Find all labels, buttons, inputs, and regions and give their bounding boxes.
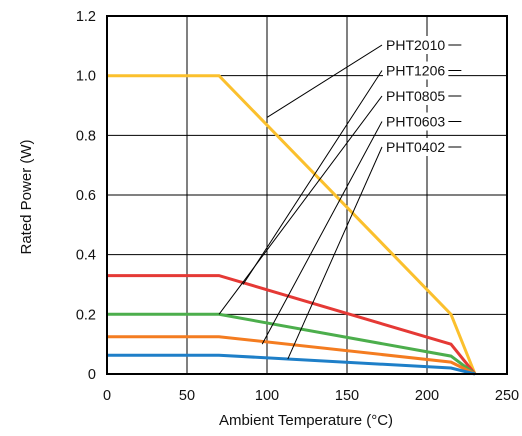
series-lines [107, 74, 477, 376]
x-tick-label: 50 [179, 388, 195, 404]
callout-leaders [218, 44, 462, 360]
callout-leader-pht0603 [261, 121, 383, 345]
callout-label-pht0805: PHT0805 [386, 88, 445, 104]
callout-leader-pht1206 [242, 70, 383, 285]
x-tick-label: 100 [255, 388, 279, 404]
callout-leader-pht0402 [287, 146, 383, 360]
callout-label-pht1206: PHT1206 [386, 63, 445, 79]
callout-label-pht0603: PHT0603 [386, 114, 445, 130]
callout-leader-pht2010 [266, 44, 383, 118]
callout-label-bg [383, 138, 449, 156]
y-tick-label: 1.2 [76, 9, 96, 25]
x-tick-label: 150 [335, 388, 359, 404]
callout-label-bg [383, 36, 449, 54]
x-tick-label: 0 [103, 388, 111, 404]
callout-label-bg [383, 112, 449, 131]
x-axis-title: Ambient Temperature (°C) [219, 412, 393, 429]
y-axis-title: Rated Power (W) [18, 139, 35, 254]
y-tick-label: 0.6 [76, 188, 96, 204]
callout-label-pht0402: PHT0402 [386, 139, 445, 155]
callout-label-bg [383, 61, 449, 80]
x-tick-labels: 0 50 100 150 200 250 [103, 388, 519, 404]
y-tick-labels: 0 0.2 0.4 0.6 0.8 1.0 1.2 [76, 9, 96, 383]
series-line-pht1206 [107, 274, 477, 375]
y-tick-label: 0.8 [76, 128, 96, 144]
callout-label-pht2010: PHT2010 [386, 37, 445, 53]
callout-labels: PHT2010 PHT1206 PHT0805 PHT0603 PHT0402 [383, 36, 449, 156]
x-tick-label: 250 [495, 388, 519, 404]
axis-frame [106, 15, 508, 375]
y-tick-label: 1.0 [76, 69, 96, 85]
callout-leader-pht0805 [218, 95, 383, 315]
y-tick-label: 0.2 [76, 307, 96, 323]
series-line-pht0805 [107, 312, 476, 376]
plot-frame [106, 15, 508, 375]
series-line-pht0603 [107, 335, 476, 376]
x-tick-label: 200 [415, 388, 439, 404]
y-tick-label: 0.4 [76, 248, 96, 264]
series-line-pht0402 [107, 353, 476, 376]
y-tick-label: 0 [88, 367, 96, 383]
series-line-pht2010 [107, 74, 477, 375]
callout-label-bg [383, 87, 449, 105]
